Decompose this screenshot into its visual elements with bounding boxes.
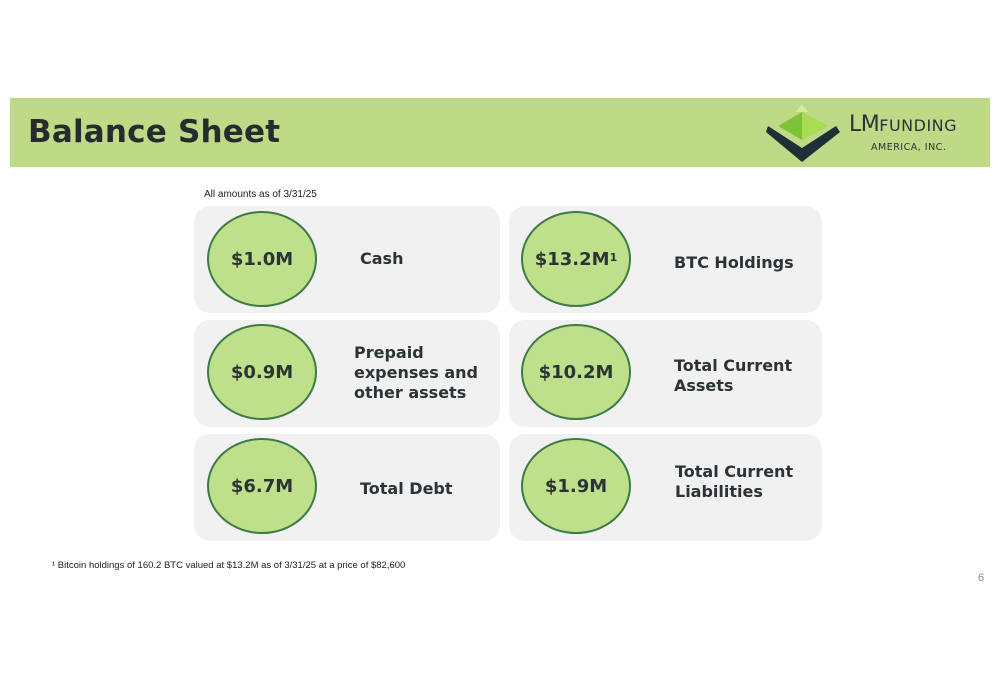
chevron-logo-icon: [766, 104, 840, 162]
metric-value: $1.0M: [230, 248, 294, 270]
metric-card-total-current-assets: $10.2M Total Current Assets: [509, 320, 822, 427]
page-number: 6: [978, 572, 985, 584]
metric-value-circle: $0.9M: [207, 324, 317, 420]
metric-card-total-debt: $6.7M Total Debt: [194, 434, 500, 541]
metric-value-circle: $6.7M: [207, 438, 317, 534]
company-logo: LMFUNDING AMERICA, INC.: [766, 104, 976, 164]
metric-card-cash: $1.0M Cash: [194, 206, 500, 313]
metric-label: Total Current Liabilities: [675, 462, 794, 501]
metric-label: Cash: [360, 249, 404, 268]
metric-value-circle: $1.9M: [521, 438, 631, 534]
metric-value: $10.2M: [538, 361, 614, 383]
logo-wordmark: LMFUNDING: [849, 114, 957, 136]
metric-value-circle: $13.2M 1: [521, 211, 631, 307]
page-title: Balance Sheet: [28, 114, 281, 150]
logo-funding-text: FUNDING: [879, 116, 958, 135]
footnote: ¹ Bitcoin holdings of 160.2 BTC valued a…: [52, 560, 406, 571]
metric-label: Prepaid expenses and other assets: [354, 343, 478, 402]
metric-card-total-current-liabilities: $1.9M Total Current Liabilities: [509, 434, 822, 541]
header-band: Balance Sheet LMFUNDING AMERICA, INC.: [10, 98, 990, 167]
metric-value: $1.9M: [544, 475, 608, 497]
footnote-marker: 1: [609, 250, 618, 264]
logo-subtitle: AMERICA, INC.: [871, 142, 947, 153]
metric-value: $13.2M: [534, 248, 610, 270]
logo-lm-text: LM: [849, 112, 880, 137]
metric-value: $6.7M: [230, 475, 294, 497]
as-of-note: All amounts as of 3/31/25: [204, 189, 317, 200]
metric-card-btc-holdings: $13.2M 1 BTC Holdings: [509, 206, 822, 313]
metric-value-circle: $1.0M: [207, 211, 317, 307]
metric-card-prepaid-expenses: $0.9M Prepaid expenses and other assets: [194, 320, 500, 427]
metric-value-circle: $10.2M: [521, 324, 631, 420]
metric-label: Total Debt: [360, 479, 453, 498]
metric-label: BTC Holdings: [674, 253, 794, 272]
metric-label: Total Current Assets: [674, 356, 793, 395]
metric-value: $0.9M: [230, 361, 294, 383]
